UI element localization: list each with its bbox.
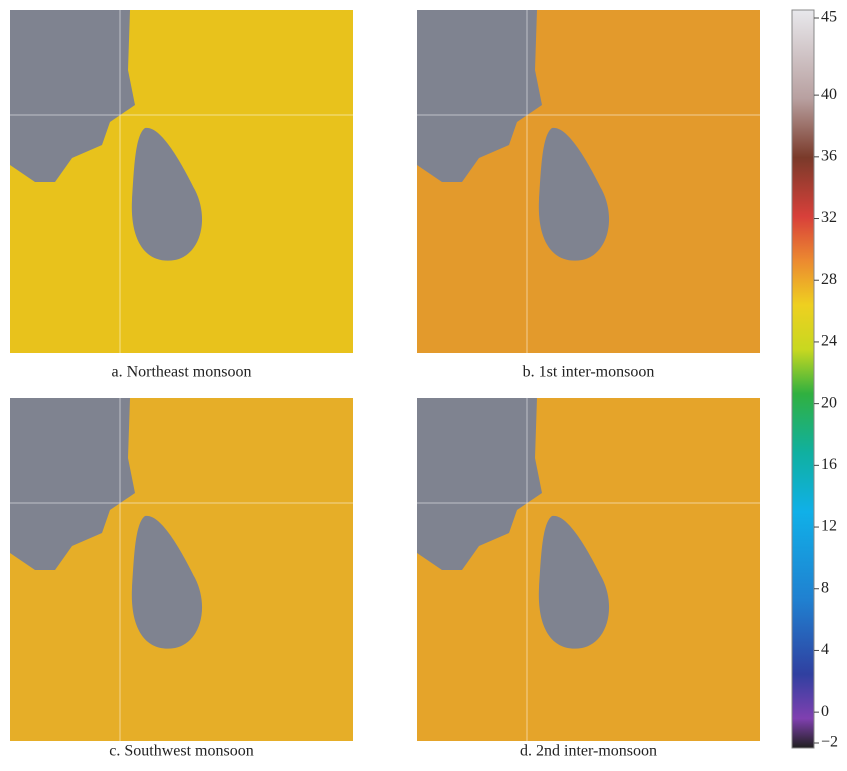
colorbar-tick-label: 0: [821, 703, 829, 720]
panel-caption: a. Northeast monsoon: [112, 364, 252, 381]
map-panel: [10, 10, 353, 353]
colorbar-tick-label: 45: [821, 9, 837, 26]
colorbar-tick-label: 4: [821, 641, 829, 658]
colorbar-tick-label: −2: [821, 734, 838, 751]
colorbar-tick-label: 8: [821, 579, 829, 596]
panel-caption: d. 2nd inter-monsoon: [520, 743, 657, 760]
map-panel: [10, 398, 353, 741]
panel-caption: b. 1st inter-monsoon: [523, 364, 655, 381]
colorbar-tick-label: 20: [821, 394, 837, 411]
colorbar-tick-label: 12: [821, 518, 837, 535]
colorbar-tick-label: 16: [821, 456, 837, 473]
map-panel: [417, 398, 760, 741]
map-panel: [417, 10, 760, 353]
colorbar: [792, 10, 814, 748]
panel-caption: c. Southwest monsoon: [109, 743, 253, 760]
figure: a. Northeast monsoon b. 1st inter-monsoon…: [0, 0, 847, 766]
colorbar-tick-label: 24: [821, 333, 837, 350]
colorbar-tick-label: 32: [821, 209, 837, 226]
colorbar-tick-label: 28: [821, 271, 837, 288]
colorbar-tick-label: 40: [821, 86, 837, 103]
colorbar-tick-label: 36: [821, 148, 837, 165]
